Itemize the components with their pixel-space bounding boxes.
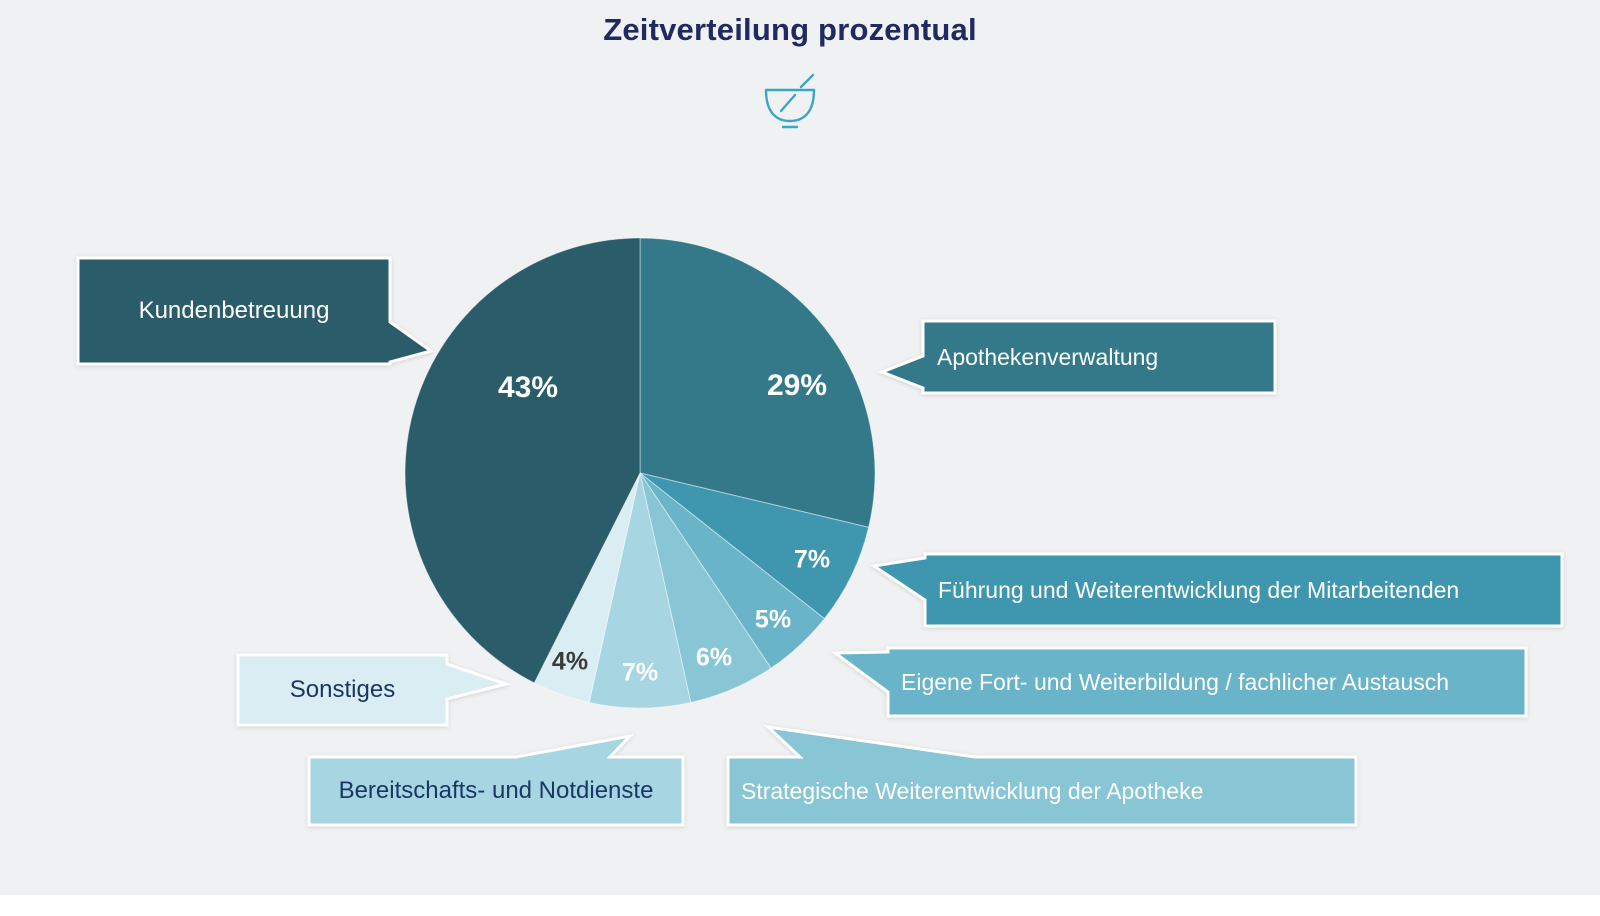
- pie-value-fortbildung: 5%: [754, 605, 792, 634]
- callout-box-sonstiges: [236, 653, 512, 727]
- mortar-pestle-strokes: [764, 73, 816, 129]
- pie-slice-3: [639, 472, 772, 704]
- callout-box-kundenbetreuung: [76, 256, 435, 366]
- callout-label-fuehrung: Führung und Weiterentwicklung der Mitarb…: [938, 577, 1460, 603]
- footer-strip: [0, 895, 1600, 916]
- pie-slice-0: [639, 237, 876, 528]
- chart-title: Zeitverteilung prozentual: [603, 12, 977, 47]
- callout-label-fortbildung: Eigene Fort- und Weiterbildung / fachlic…: [901, 669, 1450, 695]
- pie-slice-6: [404, 237, 641, 684]
- mortar-pestle-icon: [764, 73, 816, 129]
- pie-slice-5: [533, 472, 641, 704]
- pie-value-strategisch: 6%: [695, 643, 733, 672]
- callout-box-notdienste: [307, 733, 685, 827]
- callout-label-kundenbetreuung: Kundenbetreuung: [138, 297, 330, 324]
- pie-slice-1: [639, 472, 870, 620]
- callout-box-fuehrung: [869, 552, 1564, 628]
- callout-box-strategisch: [726, 724, 1358, 827]
- pie-value-sonstiges: 4%: [551, 647, 589, 676]
- pie-value-kundenbetreuung: 43%: [497, 371, 559, 404]
- callout-box-fortbildung: [830, 646, 1528, 718]
- callout-label-sonstiges: Sonstiges: [289, 676, 396, 703]
- pie-slice-4: [588, 472, 692, 709]
- callout-box-apothekenverwaltung: [877, 319, 1277, 395]
- callout-label-strategisch: Strategische Weiterentwicklung der Apoth…: [741, 778, 1204, 804]
- callout-label-notdienste: Bereitschafts- und Notdienste: [338, 777, 654, 804]
- pie-value-apothekenverwaltung: 29%: [766, 369, 828, 402]
- pie-slice-2: [639, 472, 826, 669]
- pie-value-fuehrung: 7%: [793, 545, 831, 574]
- pie-value-notdienste: 7%: [621, 658, 659, 687]
- pie-chart: [404, 237, 876, 709]
- callout-label-apothekenverwaltung: Apothekenverwaltung: [937, 344, 1159, 370]
